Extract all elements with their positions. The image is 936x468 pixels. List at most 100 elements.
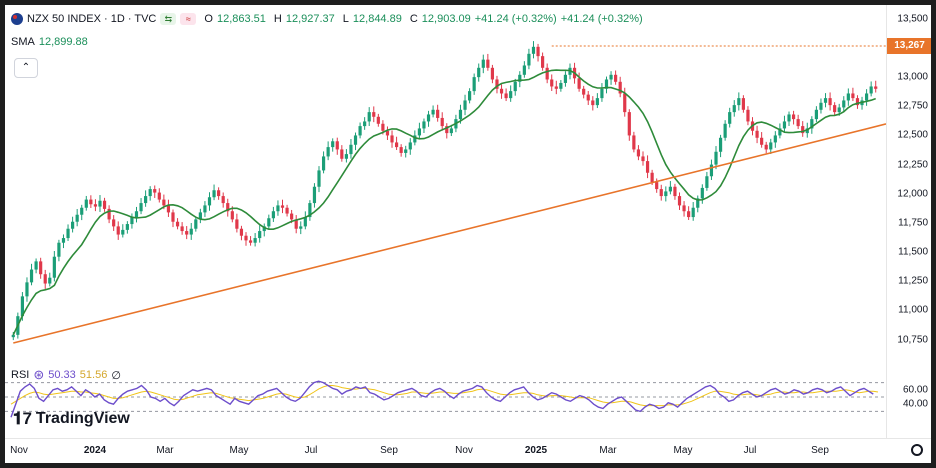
candle-body <box>157 192 161 200</box>
tradingview-logo[interactable]: 𝟏7 TradingView <box>13 409 130 429</box>
candle-body <box>559 82 563 89</box>
candle-body <box>436 109 440 118</box>
price-tick: 12,750 <box>897 100 928 112</box>
time-tick: 2024 <box>83 445 107 456</box>
candle-body <box>655 182 659 190</box>
candle-body <box>504 93 508 99</box>
candle-body <box>636 149 641 157</box>
candle-body <box>217 190 221 197</box>
candle-body <box>709 164 714 177</box>
price-tick: 13,500 <box>897 13 928 25</box>
candle-body <box>25 282 29 297</box>
candle-body <box>431 109 435 115</box>
candle-body <box>723 123 727 138</box>
candle-body <box>463 100 467 110</box>
candle-body <box>737 98 741 106</box>
candle-body <box>741 98 745 110</box>
price-chart[interactable] <box>5 5 886 438</box>
wave-icon[interactable]: ≈ <box>180 13 197 25</box>
candle-body <box>248 240 253 243</box>
candle-body <box>321 156 326 171</box>
price-label-badge: 13,267 <box>887 38 931 54</box>
time-tick: Jul <box>743 445 757 456</box>
candle-body <box>600 88 604 99</box>
candle-body <box>518 74 522 82</box>
rsi-legend[interactable]: RSI ⊛ 50.33 51.56 ∅ <box>11 367 121 383</box>
candle-body <box>458 109 463 120</box>
sma-label: SMA <box>11 36 35 48</box>
candle-body <box>48 277 52 284</box>
collapse-legend-button[interactable]: ⌃ <box>14 58 38 78</box>
candle-body <box>805 128 809 134</box>
time-tick: Mar <box>156 445 174 456</box>
settings-icon[interactable] <box>911 444 923 456</box>
candle-body <box>755 130 759 138</box>
candle-body <box>550 79 554 87</box>
candle-body <box>399 147 403 153</box>
candle-body <box>664 191 668 197</box>
candle-body <box>194 219 198 229</box>
candle-body <box>71 221 75 229</box>
candle-body <box>796 119 800 127</box>
candle-body <box>586 94 590 101</box>
time-tick: Sep <box>380 445 398 456</box>
nz-flag-icon <box>11 13 23 25</box>
candle-body <box>499 88 504 94</box>
chevron-up-icon: ⌃ <box>21 62 31 73</box>
candle-body <box>57 242 61 257</box>
price-axis[interactable]: 13,500 13,000 12,750 12,500 12,250 12,000 11,7… <box>886 5 931 438</box>
candle-body <box>34 261 38 270</box>
candle-body <box>66 228 70 239</box>
candle-body <box>787 114 791 122</box>
tv-logo-icon: 𝟏7 <box>13 409 32 428</box>
price-tick: 11,000 <box>898 304 928 316</box>
open-label: O <box>204 13 213 25</box>
candle-body <box>527 53 531 66</box>
price-tick: 12,500 <box>897 129 928 141</box>
candle-body <box>116 226 120 235</box>
candle-body <box>235 219 239 229</box>
candle-body <box>180 226 184 232</box>
candle-body <box>93 204 98 207</box>
rsi-tick: 60.00 <box>902 384 928 396</box>
low-value: 12,844.89 <box>352 13 402 25</box>
time-tick: Nov <box>10 445 28 456</box>
candle-body <box>394 142 399 148</box>
candle-body <box>39 261 43 275</box>
candle-body <box>632 135 636 150</box>
time-axis[interactable]: Nov 2024 Mar May Jul Sep Nov 2025 Mar May Jul Sep <box>5 438 931 463</box>
candle-body <box>623 93 627 113</box>
candle-body <box>317 170 321 187</box>
price-tick: 13,000 <box>897 71 928 83</box>
candle-body <box>130 217 134 225</box>
candle-body <box>595 98 599 106</box>
candle-body <box>102 200 107 209</box>
candle-body <box>253 238 257 243</box>
candle-body <box>687 211 691 218</box>
candle-body <box>531 46 536 54</box>
rsi-label: RSI <box>11 369 30 381</box>
candle-body <box>280 205 285 208</box>
candle-body <box>604 79 609 89</box>
symbol-name[interactable]: NZX 50 INDEX · 1D · TVC <box>27 13 157 25</box>
close-label: C <box>409 13 418 25</box>
candle-body <box>769 142 773 150</box>
price-tick: 11,750 <box>898 217 928 229</box>
change-value-2: +41.24 (+0.32%) <box>560 13 643 25</box>
rsi-ma-value: 51.56 <box>79 369 108 381</box>
price-tick: 12,250 <box>897 159 928 171</box>
candle-body <box>846 93 850 101</box>
candle-body <box>326 147 330 157</box>
time-tick: May <box>673 445 693 456</box>
candle-body <box>20 296 25 317</box>
candle-body <box>477 67 481 78</box>
sma-legend[interactable]: SMA 12,899.88 <box>11 36 88 48</box>
candle-body <box>98 200 102 207</box>
candle-body <box>449 128 453 134</box>
candle-body <box>43 274 47 284</box>
candle-body <box>823 98 828 103</box>
compare-icon[interactable]: ⇆ <box>160 13 177 25</box>
candle-body <box>869 86 873 94</box>
candle-body <box>363 121 367 127</box>
candle-body <box>175 221 180 227</box>
